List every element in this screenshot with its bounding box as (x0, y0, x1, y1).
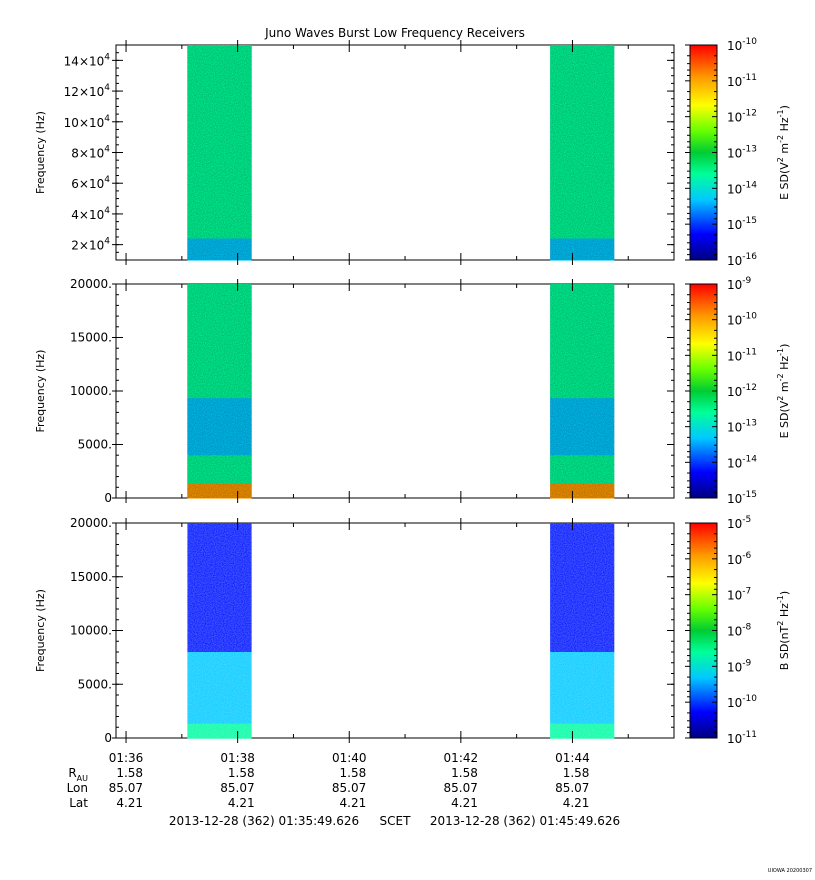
y-tick-label: 10×104 (64, 114, 111, 130)
colorbar-tick-label: 10-10 (727, 37, 757, 53)
y-tick-label: 12×104 (64, 83, 111, 99)
y-tick-label: 20000. (70, 516, 112, 530)
burst-noise (187, 45, 252, 260)
colorbar-tick-label: 10-16 (727, 252, 757, 268)
ephemeris-rau-value: 1.58 (340, 766, 367, 780)
ephemeris-rau-value: 1.58 (116, 766, 143, 780)
colorbar-tick-label: 10-9 (727, 276, 752, 292)
colorbar-tick-label: 10-11 (727, 73, 757, 89)
burst-1 (187, 284, 252, 499)
ephemeris-lat-value: 4.21 (340, 796, 367, 810)
ephemeris-rau-value: 1.58 (563, 766, 590, 780)
y-tick-label: 15000. (70, 331, 112, 345)
colorbar-tick-label: 10-11 (727, 347, 757, 363)
y-axis-label: Frequency (Hz) (34, 589, 47, 672)
ephemeris-lon-value: 85.07 (109, 781, 143, 795)
colorbar-middle: 10-9 10-10 10-11 10-12 10-13 10-14 10-15 E SD(V… (685, 276, 791, 506)
colorbar-tick-label: 10-13 (727, 419, 757, 435)
ephemeris-lon-value: 85.07 (555, 781, 589, 795)
y-tick-label: 10000. (70, 384, 112, 398)
colorbar-tick-label: 10-11 (727, 730, 757, 746)
y-tick-label: 2×104 (71, 237, 110, 253)
x-tick-label: 01:40 (332, 751, 367, 765)
ephemeris-lon-label: Lon (67, 781, 88, 795)
y-tick-label: 10000. (70, 624, 112, 638)
colorbar-tick-label: 10-10 (727, 694, 757, 710)
colorbar-tick-label: 10-12 (727, 109, 757, 125)
colorbar-tick-label: 10-9 (727, 658, 752, 674)
colorbar-bottom: 10-5 10-6 10-7 10-8 10-9 10-10 10-11 B SD(nT2 H… (685, 515, 791, 746)
y-tick-label: 0 (104, 491, 112, 505)
y-tick-label: 8×104 (71, 145, 110, 161)
burst-2 (550, 284, 615, 499)
ephemeris-rau-label: RAU (68, 766, 88, 783)
x-tick-label: 01:38 (220, 751, 255, 765)
colorbar-label: B SD(nT2 Hz-1) (776, 591, 791, 670)
colorbar-tick-label: 10-12 (727, 383, 757, 399)
colorbar-tick-label: 10-5 (727, 515, 751, 531)
colorbar-label: E SD(V2 m-2 Hz-1) (776, 344, 791, 439)
ephemeris-lon-value: 85.07 (220, 781, 254, 795)
burst-noise (187, 523, 252, 738)
footer-end-time: 2013-12-28 (362) 01:45:49.626 (430, 814, 620, 828)
burst-1 (187, 45, 252, 261)
panel-middle: 0 5000. 10000. 15000. 20000. Frequency (Hz) 10… (34, 276, 791, 506)
y-tick-label: 6×104 (71, 175, 110, 191)
x-tick-label: 01:44 (555, 751, 590, 765)
colorbar-tick-label: 10-10 (727, 312, 757, 328)
y-tick-label: 20000. (70, 277, 112, 291)
x-tick-label: 01:42 (444, 751, 479, 765)
ephemeris-lon-value: 85.07 (443, 781, 477, 795)
ephemeris-lat-value: 4.21 (228, 796, 255, 810)
ephemeris-lon-value: 85.07 (332, 781, 366, 795)
burst-noise (550, 284, 615, 498)
y-tick-label: 15000. (70, 570, 112, 584)
ephemeris-lat-value: 4.21 (116, 796, 143, 810)
ephemeris-rau-value: 1.58 (228, 766, 255, 780)
colorbar-tick-label: 10-14 (727, 454, 757, 470)
colorbar-tick-label: 10-14 (727, 180, 757, 196)
y-axis-label: Frequency (Hz) (34, 111, 47, 194)
ephemeris-rau-value: 1.58 (451, 766, 478, 780)
footer-start-time: 2013-12-28 (362) 01:35:49.626 (169, 814, 359, 828)
y-tick-label: 14×104 (64, 52, 111, 68)
burst-noise (187, 284, 252, 498)
colorbar-tick-label: 10-6 (727, 551, 752, 567)
footer-frame: SCET (380, 814, 412, 828)
x-tick-label: 01:36 (109, 751, 144, 765)
burst-1 (187, 523, 252, 739)
chart-title: Juno Waves Burst Low Frequency Receivers (264, 26, 525, 40)
colorbar-tick-label: 10-15 (727, 216, 757, 232)
burst-noise (550, 45, 615, 260)
y-tick-label: 5000. (78, 677, 112, 691)
y-axis-label: Frequency (Hz) (34, 350, 47, 433)
y-tick-label: 5000. (78, 438, 112, 452)
burst-noise (550, 523, 615, 738)
panel-bottom: 0 5000. 10000. 15000. 20000. Frequency (Hz) 10… (34, 515, 791, 746)
colorbar-label: E SD(V2 m-2 Hz-1) (776, 105, 791, 200)
colorbar-tick-label: 10-15 (727, 490, 757, 506)
burst-2 (550, 45, 615, 261)
colorbar-top: 10-10 10-11 10-12 10-13 10-14 10-15 10-16 E SD(… (685, 37, 791, 268)
ephemeris-lat-label: Lat (69, 796, 88, 810)
ephemeris-lat-value: 4.21 (451, 796, 478, 810)
colorbar-tick-label: 10-13 (727, 145, 757, 161)
panel-top: 2×104 4×104 6×104 8×104 10×104 12×104 14×104 Fr… (34, 37, 791, 268)
colorbar-tick-label: 10-7 (727, 587, 751, 603)
colorbar-tick-label: 10-8 (727, 623, 752, 639)
y-tick-label: 0 (104, 731, 112, 745)
stamp: UIOWA 20200307 (768, 868, 812, 874)
ephemeris-lat-value: 4.21 (563, 796, 590, 810)
y-tick-label: 4×104 (71, 206, 110, 222)
burst-2 (550, 523, 615, 739)
